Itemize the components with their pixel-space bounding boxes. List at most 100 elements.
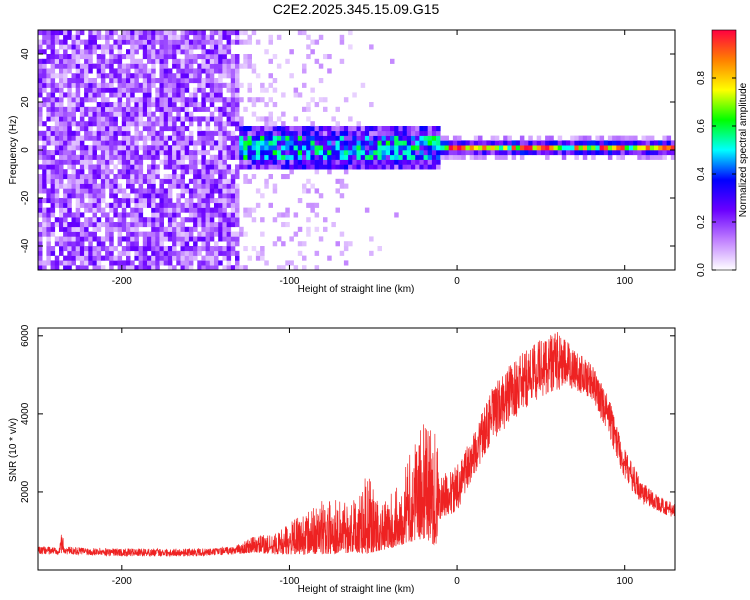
heatmap-cell bbox=[130, 198, 135, 204]
heatmap-cell bbox=[54, 135, 60, 141]
heatmap-cell bbox=[96, 202, 102, 208]
heatmap-cell bbox=[159, 111, 164, 117]
heatmap-cell bbox=[197, 44, 202, 50]
heatmap-cell bbox=[318, 159, 324, 165]
heatmap-cell bbox=[310, 130, 315, 136]
heatmap-cell bbox=[243, 135, 248, 141]
heatmap-cell bbox=[113, 30, 118, 36]
heatmap-cell bbox=[289, 260, 294, 266]
heatmap-cell bbox=[251, 111, 257, 117]
heatmap-cell bbox=[38, 250, 43, 256]
heatmap-cell bbox=[121, 174, 127, 180]
heatmap-cell bbox=[180, 87, 185, 93]
heatmap-cell bbox=[109, 49, 114, 55]
heatmap-cell bbox=[105, 250, 110, 256]
heatmap-cell bbox=[100, 106, 106, 112]
heatmap-cell bbox=[71, 150, 76, 156]
heatmap-cell bbox=[113, 58, 118, 64]
heatmap-cell bbox=[205, 63, 211, 69]
heatmap-cell bbox=[536, 145, 542, 151]
heatmap-cell bbox=[71, 226, 76, 232]
heatmap-cell bbox=[117, 231, 123, 237]
heatmap-cell bbox=[121, 202, 127, 208]
heatmap-cell bbox=[264, 260, 269, 266]
heatmap-cell bbox=[67, 250, 72, 256]
heatmap-cell bbox=[71, 159, 76, 165]
heatmap-cell bbox=[222, 126, 227, 132]
heatmap-cell bbox=[369, 102, 374, 108]
heatmap-cell bbox=[235, 202, 240, 208]
heatmap-cell bbox=[423, 145, 429, 151]
heatmap-cell bbox=[142, 140, 148, 146]
heatmap-cell bbox=[193, 183, 198, 189]
heatmap-cell bbox=[50, 54, 56, 60]
heatmap-cell bbox=[247, 159, 252, 165]
heatmap-cell bbox=[360, 159, 366, 165]
heatmap-cell bbox=[226, 231, 232, 237]
heatmap-cell bbox=[126, 63, 131, 69]
heatmap-cell bbox=[126, 246, 131, 252]
heatmap-cell bbox=[595, 145, 600, 151]
heatmap-cell bbox=[121, 30, 127, 36]
heatmap-cell bbox=[147, 116, 152, 122]
heatmap-cell bbox=[79, 150, 85, 156]
heatmap-cell bbox=[193, 102, 198, 108]
heatmap-cell bbox=[176, 145, 181, 151]
heatmap-cell bbox=[205, 106, 211, 112]
heatmap-cell bbox=[121, 121, 127, 127]
heatmap-cell bbox=[50, 265, 56, 271]
heatmap-cell bbox=[79, 102, 85, 108]
heatmap-cell bbox=[84, 246, 89, 252]
heatmap-cell bbox=[113, 54, 118, 60]
heatmap-cell bbox=[172, 154, 177, 160]
heatmap-cell bbox=[188, 130, 194, 136]
heatmap-cell bbox=[42, 39, 47, 45]
heatmap-cell bbox=[235, 92, 240, 98]
heatmap-cell bbox=[126, 183, 131, 189]
heatmap-cell bbox=[218, 193, 223, 199]
heatmap-cell bbox=[348, 241, 353, 247]
heatmap-cell bbox=[239, 265, 244, 271]
heatmap-cell bbox=[352, 130, 357, 136]
heatmap-cell bbox=[222, 106, 227, 112]
heatmap-cell bbox=[96, 140, 102, 146]
heatmap-cell bbox=[147, 265, 152, 271]
heatmap-cell bbox=[411, 135, 416, 141]
heatmap-cell bbox=[654, 145, 659, 151]
heatmap-cell bbox=[180, 202, 185, 208]
heatmap-cell bbox=[243, 39, 248, 45]
heatmap-cell bbox=[147, 30, 152, 36]
heatmap-cell bbox=[209, 255, 215, 261]
heatmap-cell bbox=[84, 126, 89, 132]
heatmap-cell bbox=[201, 169, 206, 175]
heatmap-cell bbox=[105, 44, 110, 50]
heatmap-cell bbox=[163, 154, 169, 160]
heatmap-cell bbox=[666, 150, 672, 156]
heatmap-cell bbox=[427, 159, 433, 165]
heatmap-cell bbox=[84, 183, 89, 189]
heatmap-cell bbox=[109, 87, 114, 93]
heatmap-cell bbox=[105, 236, 110, 242]
heatmap-cell bbox=[96, 145, 102, 151]
heatmap-cell bbox=[126, 250, 131, 256]
heatmap-cell bbox=[75, 106, 81, 112]
heatmap-cell bbox=[620, 145, 625, 151]
heatmap-cell bbox=[134, 265, 139, 271]
x-tick-label: -200 bbox=[112, 276, 132, 287]
heatmap-cell bbox=[180, 250, 185, 256]
heatmap-cell bbox=[188, 102, 194, 108]
x-tick-label: -100 bbox=[279, 276, 299, 287]
heatmap-cell bbox=[293, 159, 299, 165]
heatmap-cell bbox=[117, 174, 123, 180]
heatmap-cell bbox=[452, 135, 458, 141]
heatmap-cell bbox=[369, 154, 374, 160]
heatmap-cell bbox=[540, 145, 546, 151]
heatmap-cell bbox=[193, 174, 198, 180]
heatmap-cell bbox=[151, 44, 156, 50]
heatmap-cell bbox=[117, 154, 123, 160]
heatmap-cell bbox=[226, 111, 232, 117]
heatmap-cell bbox=[163, 198, 169, 204]
heatmap-cell bbox=[46, 92, 51, 98]
heatmap-cell bbox=[406, 135, 412, 141]
heatmap-cell bbox=[46, 111, 51, 117]
